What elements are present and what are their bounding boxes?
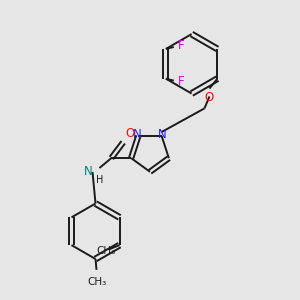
Text: N: N: [133, 128, 142, 142]
Text: O: O: [205, 91, 214, 103]
Text: N: N: [84, 166, 92, 178]
Text: H: H: [97, 175, 104, 185]
Text: F: F: [178, 40, 184, 52]
Text: N: N: [158, 128, 167, 142]
Text: O: O: [125, 127, 134, 140]
Text: CH₃: CH₃: [96, 246, 115, 256]
Text: F: F: [178, 75, 184, 88]
Text: CH₃: CH₃: [88, 277, 107, 287]
